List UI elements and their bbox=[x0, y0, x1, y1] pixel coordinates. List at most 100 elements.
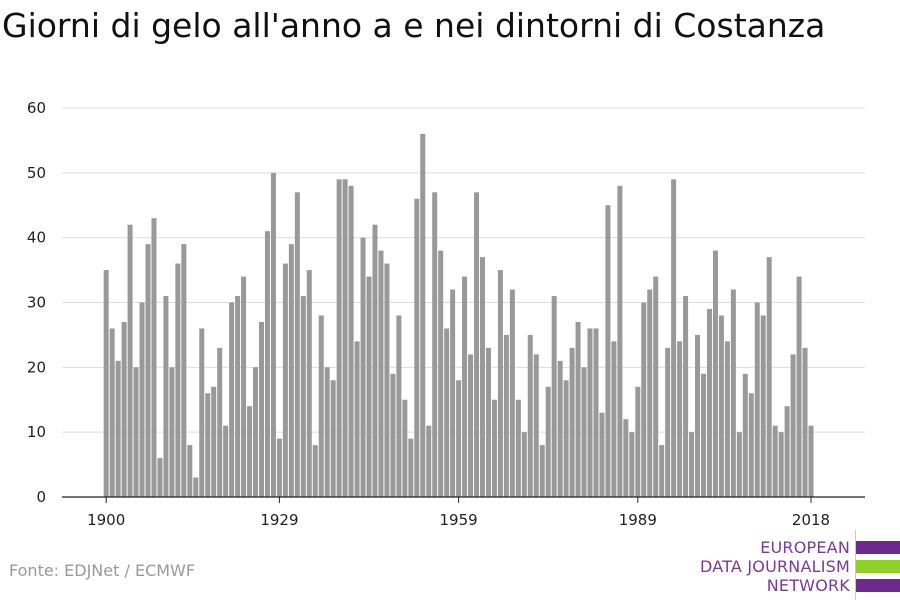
edjnet-logo: EUROPEAN DATA JOURNALISM NETWORK bbox=[700, 530, 900, 600]
bar-1922 bbox=[235, 296, 241, 497]
bar-1947 bbox=[384, 263, 390, 497]
bar-1945 bbox=[372, 224, 378, 497]
bar-1942 bbox=[354, 341, 360, 497]
bar-1902 bbox=[115, 360, 121, 497]
bar-1943 bbox=[360, 237, 366, 498]
bar-1935 bbox=[312, 445, 318, 497]
bar-1994 bbox=[665, 347, 671, 497]
bar-1954 bbox=[426, 425, 432, 497]
bars-group bbox=[103, 133, 814, 498]
bar-1975 bbox=[551, 296, 557, 497]
bar-1980 bbox=[581, 367, 587, 497]
bar-2011 bbox=[766, 257, 772, 497]
bar-1983 bbox=[599, 412, 605, 497]
bar-1982 bbox=[593, 328, 599, 497]
logo-divider bbox=[855, 530, 856, 600]
bar-1929 bbox=[276, 438, 282, 497]
bar-1921 bbox=[229, 302, 235, 497]
bar-1920 bbox=[223, 425, 229, 497]
bar-1930 bbox=[282, 263, 288, 497]
bar-1956 bbox=[438, 250, 444, 497]
bar-1957 bbox=[444, 328, 450, 497]
bar-1995 bbox=[671, 179, 677, 497]
bar-1901 bbox=[109, 328, 115, 497]
bar-1917 bbox=[205, 393, 211, 497]
bar-1973 bbox=[539, 445, 545, 497]
bar-1952 bbox=[414, 198, 420, 497]
bar-1992 bbox=[653, 276, 659, 497]
bar-1938 bbox=[330, 380, 336, 497]
bar-1985 bbox=[611, 341, 617, 497]
bar-1963 bbox=[480, 257, 485, 497]
logo-text-data-journalism: DATA JOURNALISM bbox=[700, 557, 850, 576]
bar-1928 bbox=[270, 172, 276, 497]
bar-1968 bbox=[509, 289, 515, 497]
x-tick-label: 1959 bbox=[440, 511, 478, 529]
bar-1916 bbox=[199, 328, 205, 497]
logo-bar-green bbox=[856, 560, 900, 573]
bar-2013 bbox=[778, 432, 784, 497]
bar-1953 bbox=[420, 133, 426, 497]
bar-1933 bbox=[300, 296, 306, 497]
bar-2017 bbox=[802, 347, 808, 497]
bar-1934 bbox=[306, 270, 312, 497]
bar-2010 bbox=[760, 315, 766, 497]
logo-text-european: EUROPEAN bbox=[760, 538, 850, 557]
chart-title: Giorni di gelo all'anno a e nei dintorni… bbox=[2, 6, 826, 45]
bar-1915 bbox=[193, 477, 199, 497]
bar-1958 bbox=[450, 289, 456, 497]
x-tick-label: 1929 bbox=[260, 511, 298, 529]
logo-bar-purple-top bbox=[856, 541, 900, 554]
bar-2018 bbox=[808, 425, 814, 497]
bar-1904 bbox=[127, 224, 133, 497]
bar-1999 bbox=[695, 334, 701, 497]
bar-2015 bbox=[790, 354, 796, 497]
bar-1925 bbox=[253, 367, 259, 497]
bar-2008 bbox=[748, 393, 754, 497]
bar-1962 bbox=[474, 192, 480, 497]
bar-2002 bbox=[712, 250, 718, 497]
y-tick-label: 30 bbox=[27, 294, 46, 312]
bar-1989 bbox=[635, 386, 641, 497]
bar-1966 bbox=[497, 270, 503, 497]
bar-1996 bbox=[677, 341, 683, 497]
bar-1932 bbox=[294, 192, 300, 497]
bar-2004 bbox=[724, 341, 730, 497]
bar-1978 bbox=[569, 347, 575, 497]
bar-1918 bbox=[211, 386, 217, 497]
bar-1998 bbox=[689, 432, 695, 497]
logo-text-network: NETWORK bbox=[766, 576, 850, 595]
bar-1965 bbox=[491, 399, 497, 497]
bar-1931 bbox=[288, 244, 294, 497]
bar-1911 bbox=[169, 367, 175, 497]
bar-2003 bbox=[718, 315, 724, 497]
bar-1964 bbox=[485, 347, 491, 497]
bar-1971 bbox=[527, 334, 533, 497]
y-tick-label: 60 bbox=[27, 99, 46, 117]
bar-1990 bbox=[641, 302, 647, 497]
bar-1927 bbox=[264, 231, 270, 497]
bar-1959 bbox=[456, 380, 462, 497]
bar-1913 bbox=[181, 244, 187, 497]
bar-1907 bbox=[145, 244, 151, 497]
bar-1991 bbox=[647, 289, 653, 497]
y-tick-label: 40 bbox=[27, 229, 46, 247]
bar-1924 bbox=[247, 406, 253, 497]
bar-1905 bbox=[133, 367, 139, 497]
bar-1984 bbox=[605, 205, 611, 497]
bar-1988 bbox=[629, 432, 635, 497]
x-tick-label: 1900 bbox=[87, 511, 125, 529]
bar-1908 bbox=[151, 218, 157, 497]
bar-1910 bbox=[163, 296, 169, 497]
bar-1961 bbox=[468, 354, 474, 497]
bar-1941 bbox=[348, 185, 354, 498]
bar-1937 bbox=[324, 367, 330, 497]
bar-1914 bbox=[187, 445, 193, 497]
bar-1944 bbox=[366, 276, 372, 497]
bar-1997 bbox=[683, 296, 689, 497]
bar-2000 bbox=[701, 373, 706, 497]
logo-bar-purple-bottom bbox=[856, 579, 900, 592]
x-tick-label: 2018 bbox=[792, 511, 830, 529]
source-note: Fonte: EDJNet / ECMWF bbox=[9, 561, 196, 580]
